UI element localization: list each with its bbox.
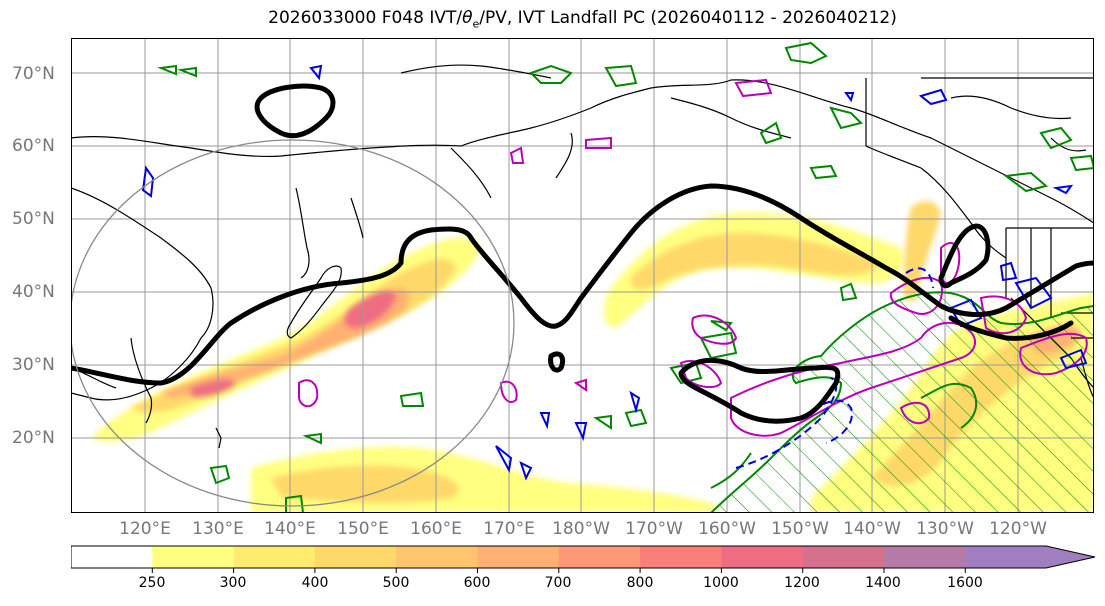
colorbar-label-300: 300 (219, 575, 247, 591)
lon-label-160w: 160°W (698, 519, 756, 539)
lon-label-120w: 120°W (989, 519, 1047, 539)
landfall-domain-circle (71, 139, 515, 507)
colorbar-segment-4 (396, 546, 478, 568)
colorbar-label-600: 600 (463, 575, 491, 591)
ivt-map (71, 38, 1094, 513)
lat-label-20n: 20°N (12, 428, 55, 448)
colorbar-label-700: 700 (544, 575, 572, 591)
title-theta-subscript: e (472, 17, 480, 31)
colorbar-segment-11 (965, 546, 1095, 568)
landfall-pc-region (709, 291, 1094, 513)
lat-label-40n: 40°N (12, 282, 55, 302)
figure-title: 2026033000 F048 IVT/θe/PV, IVT Landfall … (0, 8, 1105, 30)
lon-label-170e: 170°E (483, 519, 535, 539)
lon-label-140w: 140°W (843, 519, 901, 539)
lon-label-180w: 180°W (552, 519, 610, 539)
lat-label-50n: 50°N (12, 209, 55, 229)
lat-label-70n: 70°N (12, 64, 55, 84)
colorbar-label-1600: 1600 (947, 575, 983, 591)
colorbar-segment-3 (314, 546, 397, 568)
colorbar-segment-6 (558, 546, 641, 568)
colorbar-segment-9 (802, 546, 885, 568)
ivt-colorbar (71, 545, 1096, 573)
lat-label-30n: 30°N (12, 355, 55, 375)
colorbar-segment-1 (152, 546, 235, 568)
colorbar-segment-7 (640, 546, 722, 568)
colorbar-segment-2 (233, 546, 316, 568)
colorbar-label-250: 250 (138, 575, 166, 591)
lon-label-140e: 140°E (264, 519, 316, 539)
colorbar-outline (71, 545, 1096, 569)
lat-label-60n: 60°N (12, 136, 55, 156)
lon-label-170w: 170°W (625, 519, 683, 539)
title-init: 2026033000 F048 IVT/ (268, 8, 463, 28)
colorbar-label-1400: 1400 (865, 575, 901, 591)
lon-label-150w: 150°W (771, 519, 829, 539)
colorbar-label-1200: 1200 (784, 575, 820, 591)
lon-label-130w: 130°W (916, 519, 974, 539)
colorbar-label-500: 500 (382, 575, 410, 591)
lon-label-150e: 150°E (337, 519, 389, 539)
colorbar-label-800: 800 (626, 575, 654, 591)
title-theta-symbol: θ (462, 8, 473, 28)
lon-label-160e: 160°E (410, 519, 462, 539)
map-border (71, 38, 1094, 513)
lon-label-130e: 130°E (192, 519, 244, 539)
green-contours (157, 41, 1094, 513)
colorbar-segment-8 (721, 546, 804, 568)
colorbar-segment-10 (884, 546, 966, 568)
colorbar-segment-0 (71, 546, 153, 568)
title-rest: /PV, IVT Landfall PC (2026040112 - 20260… (479, 8, 897, 28)
theta-e-contour (71, 83, 1094, 424)
colorbar-label-400: 400 (301, 575, 329, 591)
colorbar-segment-5 (477, 546, 560, 568)
colorbar-label-1000: 1000 (703, 575, 739, 591)
lon-label-120e: 120°E (119, 519, 171, 539)
